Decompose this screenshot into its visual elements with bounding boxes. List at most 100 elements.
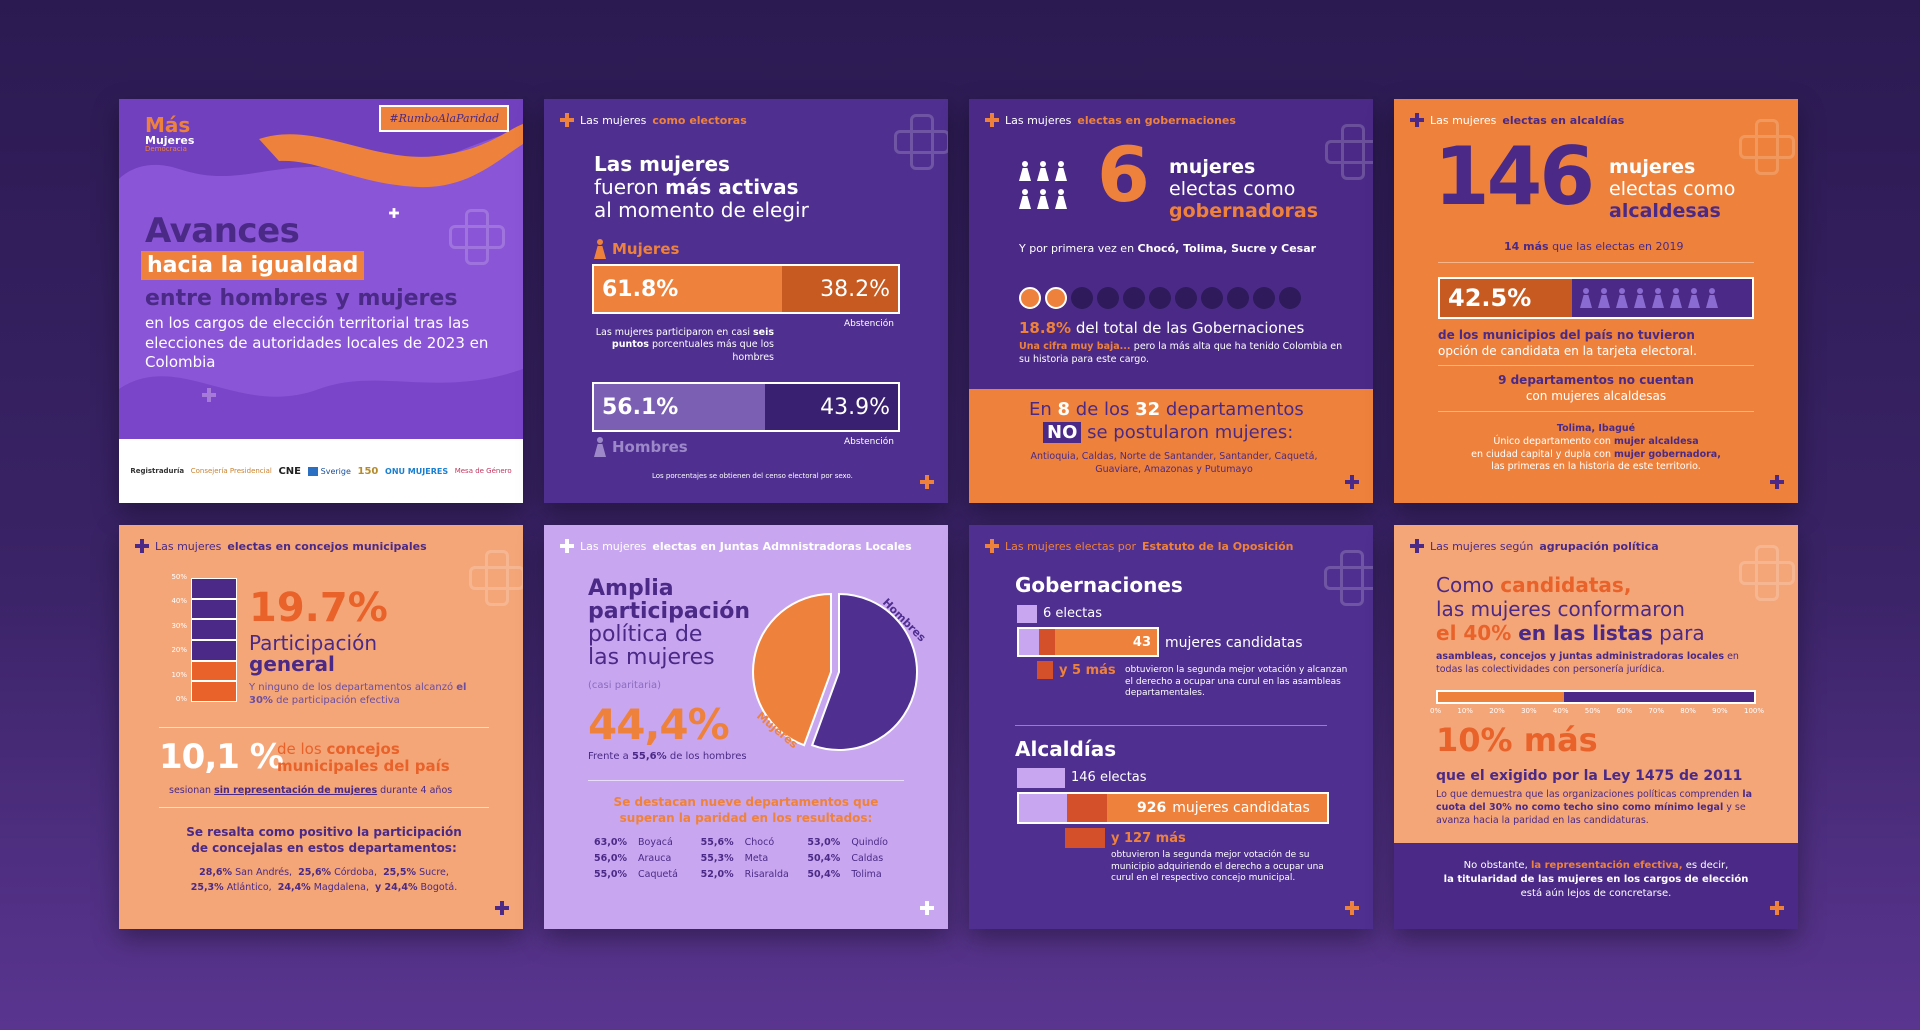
governors-card: Las mujeres electas en gobernaciones 6 m… bbox=[969, 99, 1373, 503]
sponsor-logo: CNE bbox=[278, 465, 302, 477]
governors-share: 18.8% del total de las Gobernaciones bbox=[1019, 319, 1305, 337]
parity-department: 50,4% Tolima bbox=[807, 869, 882, 880]
candidate-share-fill bbox=[1438, 692, 1565, 702]
share-tick: 90% bbox=[1712, 707, 1728, 715]
filled-governorship-dot bbox=[1019, 287, 1041, 309]
no-women-councils-label: de los concejos municipales del país bbox=[277, 740, 450, 775]
card-header: Las mujeres según agrupación política bbox=[1410, 539, 1659, 553]
share-tick: 30% bbox=[1521, 707, 1537, 715]
abstention-label: Abstención bbox=[844, 319, 894, 329]
women-share-value: 44,4% bbox=[588, 700, 730, 749]
men-participation-bar: 56.1% 43.9% bbox=[592, 382, 900, 432]
plus-icon bbox=[1770, 901, 1784, 915]
jal-pie: Hombres Mujeres bbox=[752, 592, 929, 751]
stack-block bbox=[191, 660, 237, 682]
first-time-note: Y por primera vez en Chocó, Tolima, Sucr… bbox=[1019, 242, 1317, 255]
parity-departments-title: Se destacan nueve departamentos que supe… bbox=[613, 795, 879, 825]
men-slice bbox=[810, 592, 918, 751]
department-list: 28,6% San Andrés, 25,6% Córdoba, 25,5% S… bbox=[190, 867, 458, 894]
plus-icon bbox=[1410, 539, 1424, 553]
governorship-dot bbox=[1253, 287, 1275, 309]
woman-icon bbox=[594, 239, 606, 259]
parties-scope: asambleas, concejos y juntas administrad… bbox=[1436, 651, 1739, 675]
stack-block bbox=[191, 578, 237, 599]
cover-body: en los cargos de elección territorial tr… bbox=[145, 314, 489, 371]
plus-icon bbox=[1770, 475, 1784, 489]
no-mayors-departments: 9 departamentos no cuentan con mujeres a… bbox=[1498, 373, 1694, 404]
share-tick: 20% bbox=[1489, 707, 1505, 715]
women-abstention-segment: 38.2% bbox=[781, 266, 898, 312]
women-slice bbox=[752, 592, 832, 747]
plus-icon bbox=[985, 539, 999, 553]
governorship-dot bbox=[1097, 287, 1119, 309]
scale-tick: 20% bbox=[171, 646, 187, 655]
effective-representation-band: No obstante, la representación efectiva,… bbox=[1394, 843, 1798, 929]
plus-icon bbox=[322, 145, 337, 159]
no-candidates-line2: NO se postularon mujeres: bbox=[1043, 422, 1293, 443]
plus-icon bbox=[135, 539, 149, 553]
governorships-runner-up: y 5 más bbox=[1059, 663, 1116, 678]
governorship-dot bbox=[1201, 287, 1223, 309]
sessions-note: sesionan sin representación de mujeres d… bbox=[169, 785, 453, 796]
governorships-candidates-label: mujeres candidatas bbox=[1165, 635, 1303, 651]
law-interpretation: Lo que demuestra que las organizaciones … bbox=[1436, 789, 1752, 826]
men-label: Hombres bbox=[594, 437, 688, 457]
mayors-card: Las mujeres electas en alcaldías 146 muj… bbox=[1394, 99, 1798, 503]
mayoralties-runner-up-desc: obtuvieron la segunda mejor votación de … bbox=[1111, 850, 1324, 884]
mayoralties-elected: 146 electas bbox=[1071, 770, 1147, 785]
plus-icon bbox=[1345, 901, 1359, 915]
share-tick: 100% bbox=[1743, 707, 1764, 715]
plus-icon bbox=[920, 901, 934, 915]
governorship-dot bbox=[1071, 287, 1093, 309]
women-icons-row bbox=[1572, 279, 1752, 317]
municipalities-bar: 42.5% bbox=[1438, 277, 1754, 319]
governorships-candidates-value: 43 bbox=[1055, 629, 1157, 655]
women-label: Mujeres bbox=[594, 239, 679, 259]
men-share-note: Frente a 55,6% de los hombres bbox=[588, 751, 747, 762]
woman-icon bbox=[1055, 189, 1067, 209]
parity-department: 63,0% Boyacá bbox=[594, 837, 673, 848]
mayoralties-candidates-bar: 926 mujeres candidatas bbox=[1017, 792, 1329, 824]
general-participation-label: Participación general bbox=[249, 631, 378, 676]
candidate-share-bar bbox=[1436, 690, 1756, 704]
general-participation-value: 19.7% bbox=[249, 585, 388, 631]
voters-card: Las mujeres como electoras Las mujeres f… bbox=[544, 99, 948, 503]
plus-icon bbox=[560, 539, 574, 553]
positive-highlight: Se resalta como positivo la participació… bbox=[186, 825, 462, 855]
stack-block bbox=[191, 681, 237, 703]
low-figure-note: Una cifra muy baja... pero la más alta q… bbox=[1019, 341, 1343, 365]
plus-icon bbox=[202, 388, 217, 402]
plus-icon bbox=[560, 113, 574, 127]
threshold-note: Y ninguno de los departamentos alcanzó e… bbox=[249, 682, 467, 706]
parties-title: Como candidatas, las mujeres conformaron… bbox=[1436, 573, 1705, 645]
man-icon bbox=[594, 437, 606, 457]
above-minimum-value: 10% más bbox=[1436, 721, 1598, 759]
woman-icon bbox=[1019, 161, 1031, 181]
no-candidate-share: 42.5% bbox=[1440, 279, 1572, 317]
parties-card: Las mujeres según agrupación política Co… bbox=[1394, 525, 1798, 929]
share-tick: 0% bbox=[1430, 707, 1442, 715]
footnote: Los porcentajes se obtienen del censo el… bbox=[652, 472, 853, 480]
women-icons-grid bbox=[1019, 161, 1097, 209]
governorships-candidates-bar: 43 bbox=[1017, 627, 1159, 657]
abstention-label: Abstención bbox=[844, 437, 894, 447]
parity-department: 56,0% Arauca bbox=[594, 853, 672, 864]
card-header: Las mujeres electas en concejos municipa… bbox=[135, 539, 427, 553]
mayoralties-candidates-value: 926 mujeres candidatas bbox=[1107, 794, 1327, 822]
card-header: Las mujeres electas en alcaldías bbox=[1410, 113, 1624, 127]
tolima-note: Tolima, Ibagué Único departamento con mu… bbox=[1471, 423, 1721, 473]
sponsor-logo: Mesa de Género bbox=[454, 467, 512, 475]
parity-department: 52,0% Risaralda bbox=[700, 869, 789, 880]
card-header: Las mujeres electas en Juntas Admnistrad… bbox=[560, 539, 912, 553]
woman-icon bbox=[1019, 189, 1031, 209]
woman-icon bbox=[1037, 189, 1049, 209]
sponsor-logo: Registraduría bbox=[130, 467, 185, 475]
mayors-label: mujeres electas como alcaldesas bbox=[1609, 156, 1736, 222]
filled-governorship-dot bbox=[1045, 287, 1067, 309]
elected-block bbox=[1017, 605, 1037, 623]
stack-block bbox=[191, 619, 237, 641]
no-women-councils-value: 10,1 % bbox=[159, 737, 284, 777]
stack-block bbox=[191, 640, 237, 661]
men-abstention-segment: 43.9% bbox=[764, 384, 898, 430]
men-voted-segment: 56.1% bbox=[594, 384, 765, 430]
